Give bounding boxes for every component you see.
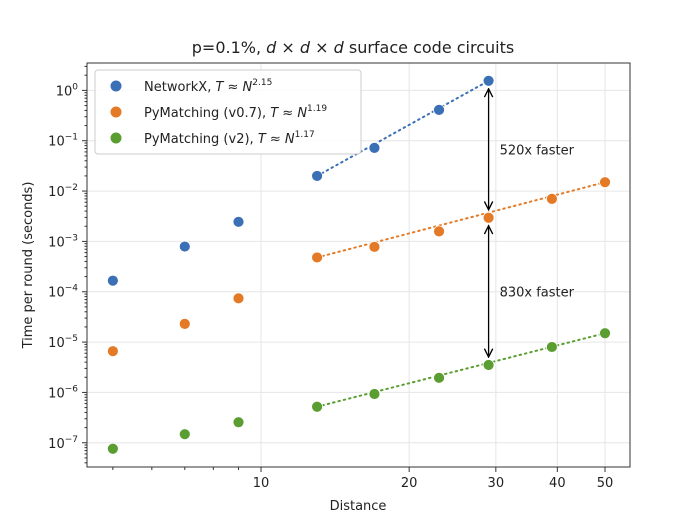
legend-marker	[110, 106, 122, 118]
data-point	[368, 142, 381, 154]
data-point	[546, 341, 558, 353]
x-axis-label: Distance	[330, 499, 387, 514]
data-point	[232, 416, 245, 429]
x-tick-label: 50	[597, 476, 614, 491]
data-point	[232, 292, 245, 305]
legend-marker	[110, 132, 122, 144]
data-point	[232, 215, 245, 228]
data-point	[482, 359, 495, 371]
legend-marker	[110, 80, 122, 92]
data-point	[178, 317, 191, 330]
fit-line	[316, 181, 607, 259]
y-tick-label: 10−4	[48, 284, 78, 301]
data-point	[433, 225, 445, 238]
data-point	[106, 274, 119, 287]
y-tick-label: 10−5	[48, 334, 78, 351]
y-tick-label: 10−2	[48, 183, 78, 200]
x-tick-label: 20	[401, 476, 418, 491]
data-point	[368, 240, 381, 253]
legend: NetworkX, T ≈ N2.15 PyMatching (v0.7), T …	[94, 69, 362, 155]
legend-label: PyMatching (v0.7), T ≈ N1.19	[144, 104, 327, 121]
legend-label: NetworkX, T ≈ N2.15	[144, 78, 272, 95]
data-point	[546, 192, 558, 205]
data-point	[106, 442, 119, 455]
data-point	[433, 371, 445, 384]
data-point	[106, 345, 119, 358]
data-point	[599, 327, 611, 340]
y-tick-label: 10−7	[48, 435, 78, 452]
y-tick-label: 10−1	[48, 133, 78, 150]
chart-title: p=0.1%, d × d × d surface code circuits	[192, 38, 514, 57]
x-tick-label: 30	[488, 476, 505, 491]
annotation-label: 830x faster	[500, 285, 575, 300]
data-point	[311, 170, 323, 182]
data-point	[482, 74, 495, 87]
y-axis: 100 10−1 10−2 10−3 10−4 10−5 10−6 10−7	[48, 65, 87, 464]
data-point	[178, 428, 191, 441]
y-axis-label: Time per round (seconds)	[21, 182, 36, 350]
data-point	[311, 400, 323, 413]
legend-label: PyMatching (v2), T ≈ N1.17	[144, 130, 315, 147]
plot-frame	[86, 62, 631, 468]
x-tick-label: 40	[549, 476, 566, 491]
annotations: 520x faster 830x faster	[489, 89, 575, 357]
fit-line	[316, 332, 607, 408]
x-tick-label: 10	[253, 476, 270, 491]
data-point	[311, 251, 323, 264]
x-axis: 10 20 30 40 50	[112, 467, 614, 491]
fit-line	[316, 79, 490, 177]
data-point	[368, 388, 381, 400]
data-point	[599, 176, 611, 189]
data-points	[106, 74, 611, 455]
data-point	[178, 240, 191, 253]
data-point	[482, 211, 495, 224]
annotation-label: 520x faster	[500, 143, 575, 158]
y-tick-label: 100	[56, 82, 79, 99]
y-tick-label: 10−6	[48, 384, 78, 401]
data-point	[433, 103, 445, 116]
y-tick-label: 10−3	[48, 233, 78, 250]
